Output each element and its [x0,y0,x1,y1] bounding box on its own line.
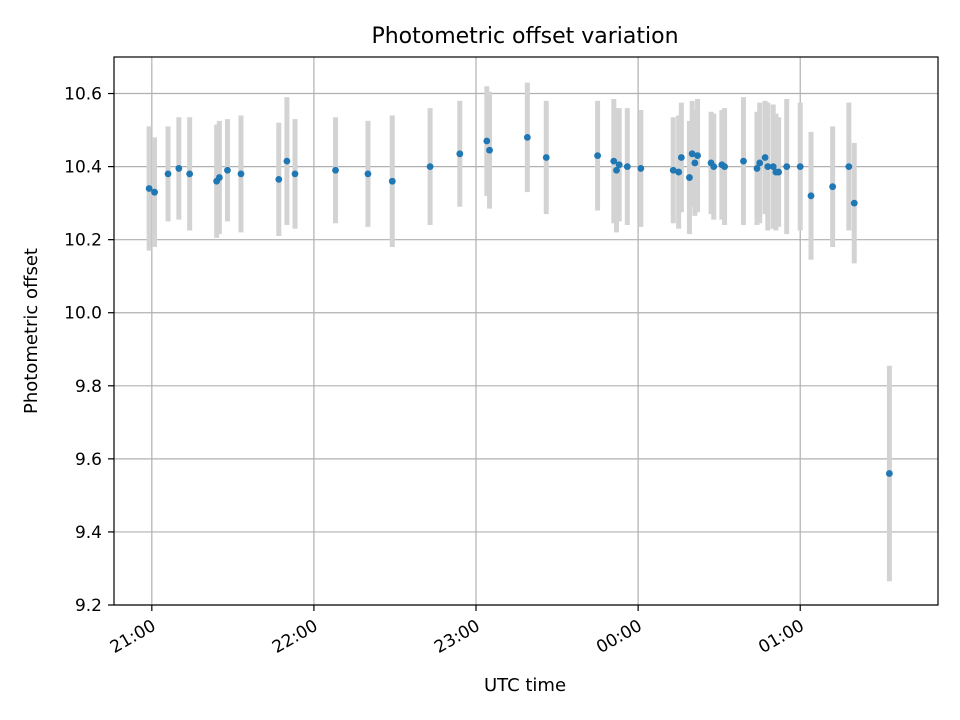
data-point [675,168,683,176]
data-point [186,170,194,178]
chart-title: Photometric offset variation [371,24,678,49]
data-point [691,159,699,167]
data-point [615,161,623,169]
y-axis-label: Photometric offset [21,248,42,414]
data-point [694,152,701,160]
data-point [275,175,283,183]
data-point [426,163,434,171]
point-layer [145,133,893,477]
y-tick-label: 10.6 [64,85,102,105]
y-axis-ticks: 9.2 9.4 9.6 9.8 10.0 10.2 10.4 10.6 [64,85,114,616]
data-point [291,170,299,178]
data-point [175,165,183,172]
data-point [686,174,693,181]
y-tick-label: 9.2 [75,596,102,616]
data-point [764,163,772,171]
data-point [710,163,718,171]
data-point [769,163,777,171]
data-point [594,152,601,160]
data-point [456,150,464,158]
data-point [388,177,396,185]
data-point [145,185,153,192]
data-point [483,137,491,145]
data-point [332,166,339,174]
data-point [740,157,747,165]
data-point [783,163,791,171]
data-point [775,168,783,176]
data-point [845,163,853,171]
plot-frame [113,56,939,606]
data-point [623,163,631,171]
y-tick-label: 10.0 [64,304,102,324]
data-point [637,165,645,172]
data-point [721,163,728,171]
data-point [850,199,858,207]
data-point [542,154,550,161]
data-point [283,157,291,165]
y-tick-label: 10.2 [64,231,102,251]
data-point [829,183,837,191]
y-tick-label: 10.4 [64,158,102,178]
data-point [523,133,531,141]
data-point [756,159,764,167]
data-point [215,174,223,181]
data-point [610,157,618,165]
data-point [164,170,172,178]
x-axis-label: UTC time [484,675,566,696]
y-tick-label: 9.4 [75,523,102,543]
y-tick-label: 9.8 [75,377,102,397]
data-point [688,150,696,158]
data-point [807,192,815,200]
data-point [364,170,372,178]
data-point [151,188,158,196]
data-point [885,470,893,477]
data-point [237,170,245,178]
y-tick-label: 9.6 [75,450,102,470]
data-point [224,166,231,174]
data-point [486,146,493,154]
data-point [613,166,620,174]
data-point [677,154,685,161]
data-point [753,165,761,172]
data-point [761,154,769,161]
data-point [796,163,804,171]
data-point [669,166,677,174]
